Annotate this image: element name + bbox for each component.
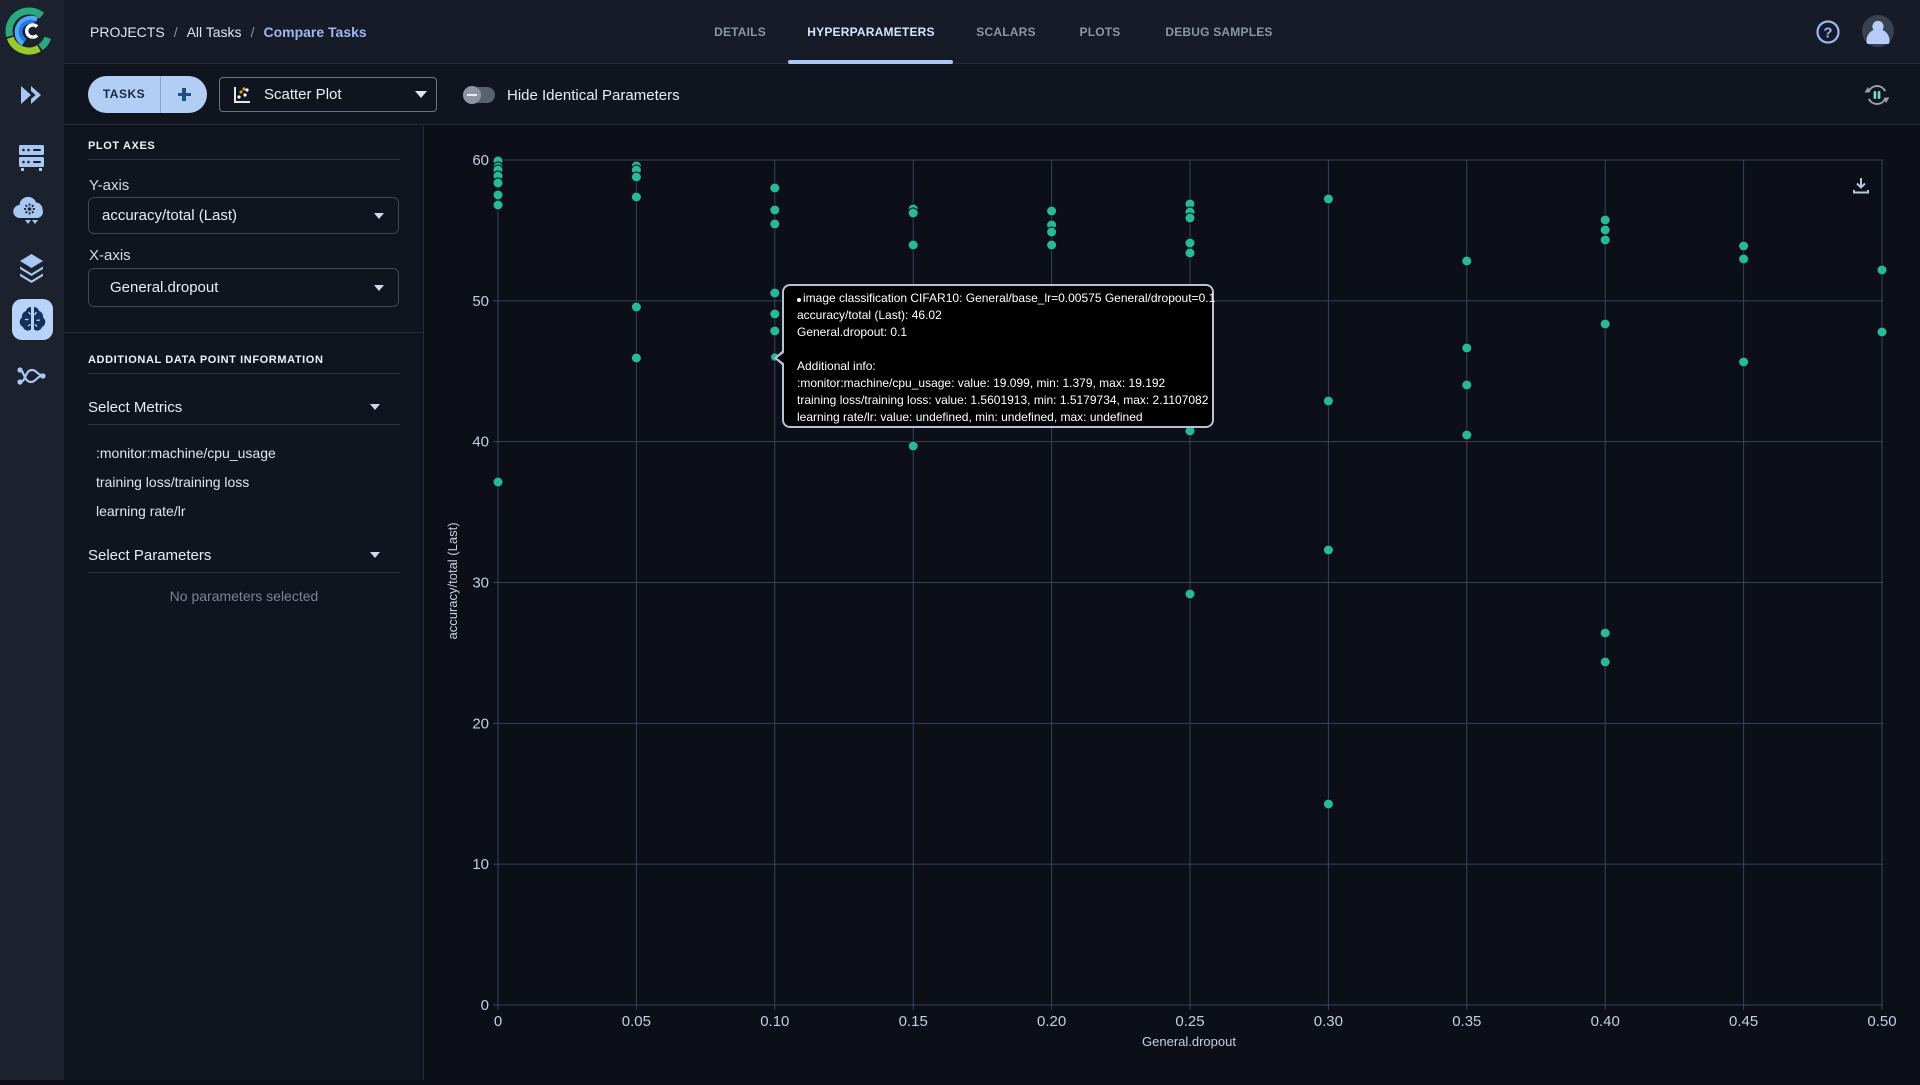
svg-text:0.10: 0.10 [760, 1013, 789, 1030]
svg-text:0.30: 0.30 [1314, 1013, 1343, 1030]
svg-text:?: ? [1823, 25, 1832, 42]
svg-text:0.20: 0.20 [1037, 1013, 1066, 1030]
svg-text:0: 0 [481, 997, 489, 1014]
svg-text:60: 60 [472, 152, 489, 169]
svg-text:0.25: 0.25 [1175, 1013, 1204, 1030]
svg-text:0.35: 0.35 [1452, 1013, 1481, 1030]
svg-text:50: 50 [472, 293, 489, 310]
svg-text:30: 30 [472, 575, 489, 592]
svg-text:0.40: 0.40 [1591, 1013, 1620, 1030]
svg-text:10: 10 [472, 856, 489, 873]
svg-text:0.45: 0.45 [1729, 1013, 1758, 1030]
svg-text:40: 40 [472, 434, 489, 451]
svg-text:General.dropout: General.dropout [1142, 1034, 1236, 1049]
svg-text:0.15: 0.15 [899, 1013, 928, 1030]
svg-text:accuracy/total (Last): accuracy/total (Last) [445, 522, 460, 639]
svg-text:20: 20 [472, 715, 489, 732]
svg-text:0.05: 0.05 [622, 1013, 651, 1030]
svg-text:0: 0 [494, 1013, 502, 1030]
svg-text:0.50: 0.50 [1867, 1013, 1896, 1030]
